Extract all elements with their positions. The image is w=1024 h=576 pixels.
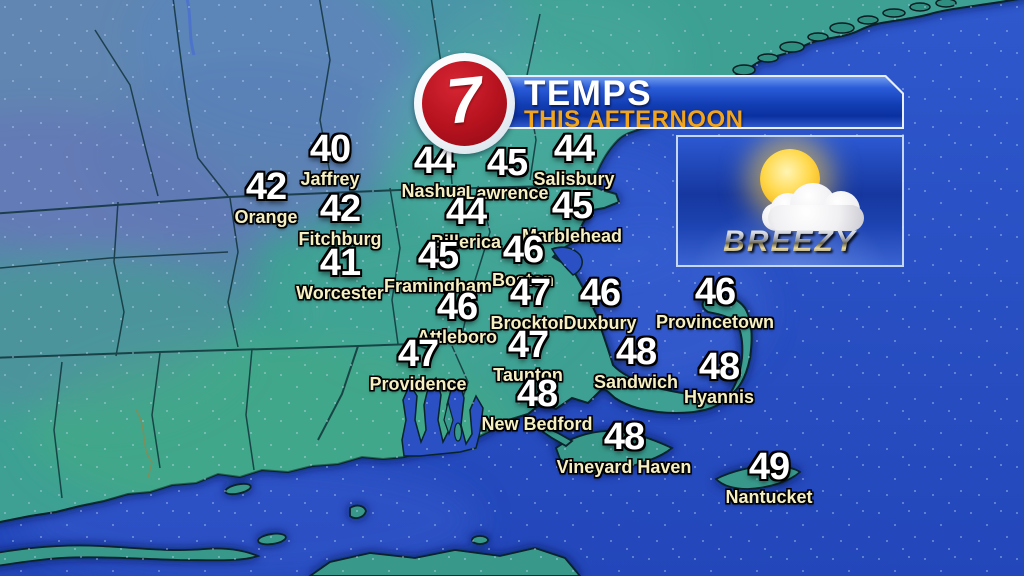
logo-number: 7: [443, 61, 486, 138]
station-city: Taunton: [493, 365, 563, 386]
station-temp: 48: [698, 346, 740, 388]
station-temp: 47: [397, 333, 439, 375]
station-label-providence: 47 Providence: [369, 333, 467, 395]
station-label-jaffrey: 40 Jaffrey: [300, 128, 360, 190]
station-label-brockton: 47 Brockton: [490, 272, 570, 334]
station-city: Fitchburg: [298, 229, 382, 250]
logo-red-circle: [422, 61, 507, 146]
station-label-new-bedford: 48 New Bedford: [481, 373, 593, 435]
station-city: New Bedford: [481, 414, 593, 435]
station-city: Brockton: [490, 313, 570, 334]
station-label-lawrence: 45 Lawrence: [465, 142, 549, 204]
station-city: Boston: [492, 270, 554, 291]
station-label-marblehead: 45 Marblehead: [521, 185, 623, 247]
station-city: Attleboro: [417, 327, 497, 348]
title-banner: TEMPS THIS AFTERNOON: [464, 75, 904, 129]
station-label-boston: 46 Boston: [492, 229, 554, 291]
station-temp: 42: [319, 188, 361, 230]
station-temp: 46: [694, 271, 736, 313]
station-city: Providence: [369, 374, 467, 395]
station-city: Nashua: [401, 181, 467, 202]
station-label-vineyard-haven: 48 Vineyard Haven: [556, 416, 692, 478]
station-temp: 44: [445, 191, 487, 233]
station-temp: 45: [486, 142, 528, 184]
station-city: Duxbury: [563, 313, 637, 334]
station-label-provincetown: 46 Provincetown: [655, 271, 775, 333]
station-label-attleboro: 46 Attleboro: [417, 286, 497, 348]
cloud-icon: [762, 183, 872, 231]
title-banner-inner: TEMPS THIS AFTERNOON: [466, 77, 902, 127]
station-label-framingham: 45 Framingham: [383, 235, 493, 297]
station-temp: 40: [309, 128, 351, 170]
station-label-duxbury: 46 Duxbury: [563, 272, 637, 334]
channel7-logo: 7: [414, 53, 515, 154]
station-temp: 48: [615, 331, 657, 373]
station-label-sandwich: 48 Sandwich: [593, 331, 679, 393]
station-city: Worcester: [296, 283, 384, 304]
station-temp: 45: [551, 185, 593, 227]
condition-panel-inner: BREEZY: [678, 137, 902, 265]
station-temp: 47: [509, 272, 551, 314]
station-city: Provincetown: [655, 312, 775, 333]
station-city: Framingham: [383, 276, 493, 297]
station-city: Billerica: [430, 232, 502, 253]
page-title: TEMPS: [524, 74, 653, 113]
station-temp: 45: [417, 235, 459, 277]
station-temp: 41: [319, 242, 361, 284]
station-label-nashua: 44 Nashua: [401, 142, 467, 202]
station-label-salisbury: 44 Salisbury: [533, 128, 615, 190]
station-temp: 49: [748, 446, 790, 488]
station-label-taunton: 47 Taunton: [493, 324, 563, 386]
station-city: Nantucket: [725, 487, 813, 508]
condition-panel: BREEZY: [676, 135, 904, 267]
station-city: Vineyard Haven: [556, 457, 692, 478]
station-city: Marblehead: [521, 226, 623, 247]
station-city: Hyannis: [683, 387, 755, 408]
station-city: Sandwich: [593, 372, 679, 393]
station-city: Orange: [234, 207, 298, 228]
condition-label: BREEZY: [678, 225, 902, 259]
station-city: Jaffrey: [300, 169, 360, 190]
station-label-nantucket: 49 Nantucket: [725, 446, 813, 508]
station-temp: 44: [553, 128, 595, 170]
station-temp: 47: [507, 324, 549, 366]
station-temp: 46: [502, 229, 544, 271]
station-city: Salisbury: [533, 169, 615, 190]
station-label-worcester: 41 Worcester: [296, 242, 384, 304]
station-temp: 42: [245, 166, 287, 208]
station-label-orange: 42 Orange: [234, 166, 298, 228]
station-temp: 46: [579, 272, 621, 314]
station-label-fitchburg: 42 Fitchburg: [298, 188, 382, 250]
page-subtitle: THIS AFTERNOON: [524, 106, 744, 133]
station-temp: 46: [436, 286, 478, 328]
station-label-hyannis: 48 Hyannis: [683, 346, 755, 408]
station-temp: 48: [516, 373, 558, 415]
station-temp: 48: [603, 416, 645, 458]
station-label-billerica: 44 Billerica: [430, 191, 502, 253]
station-city: Lawrence: [465, 183, 549, 204]
